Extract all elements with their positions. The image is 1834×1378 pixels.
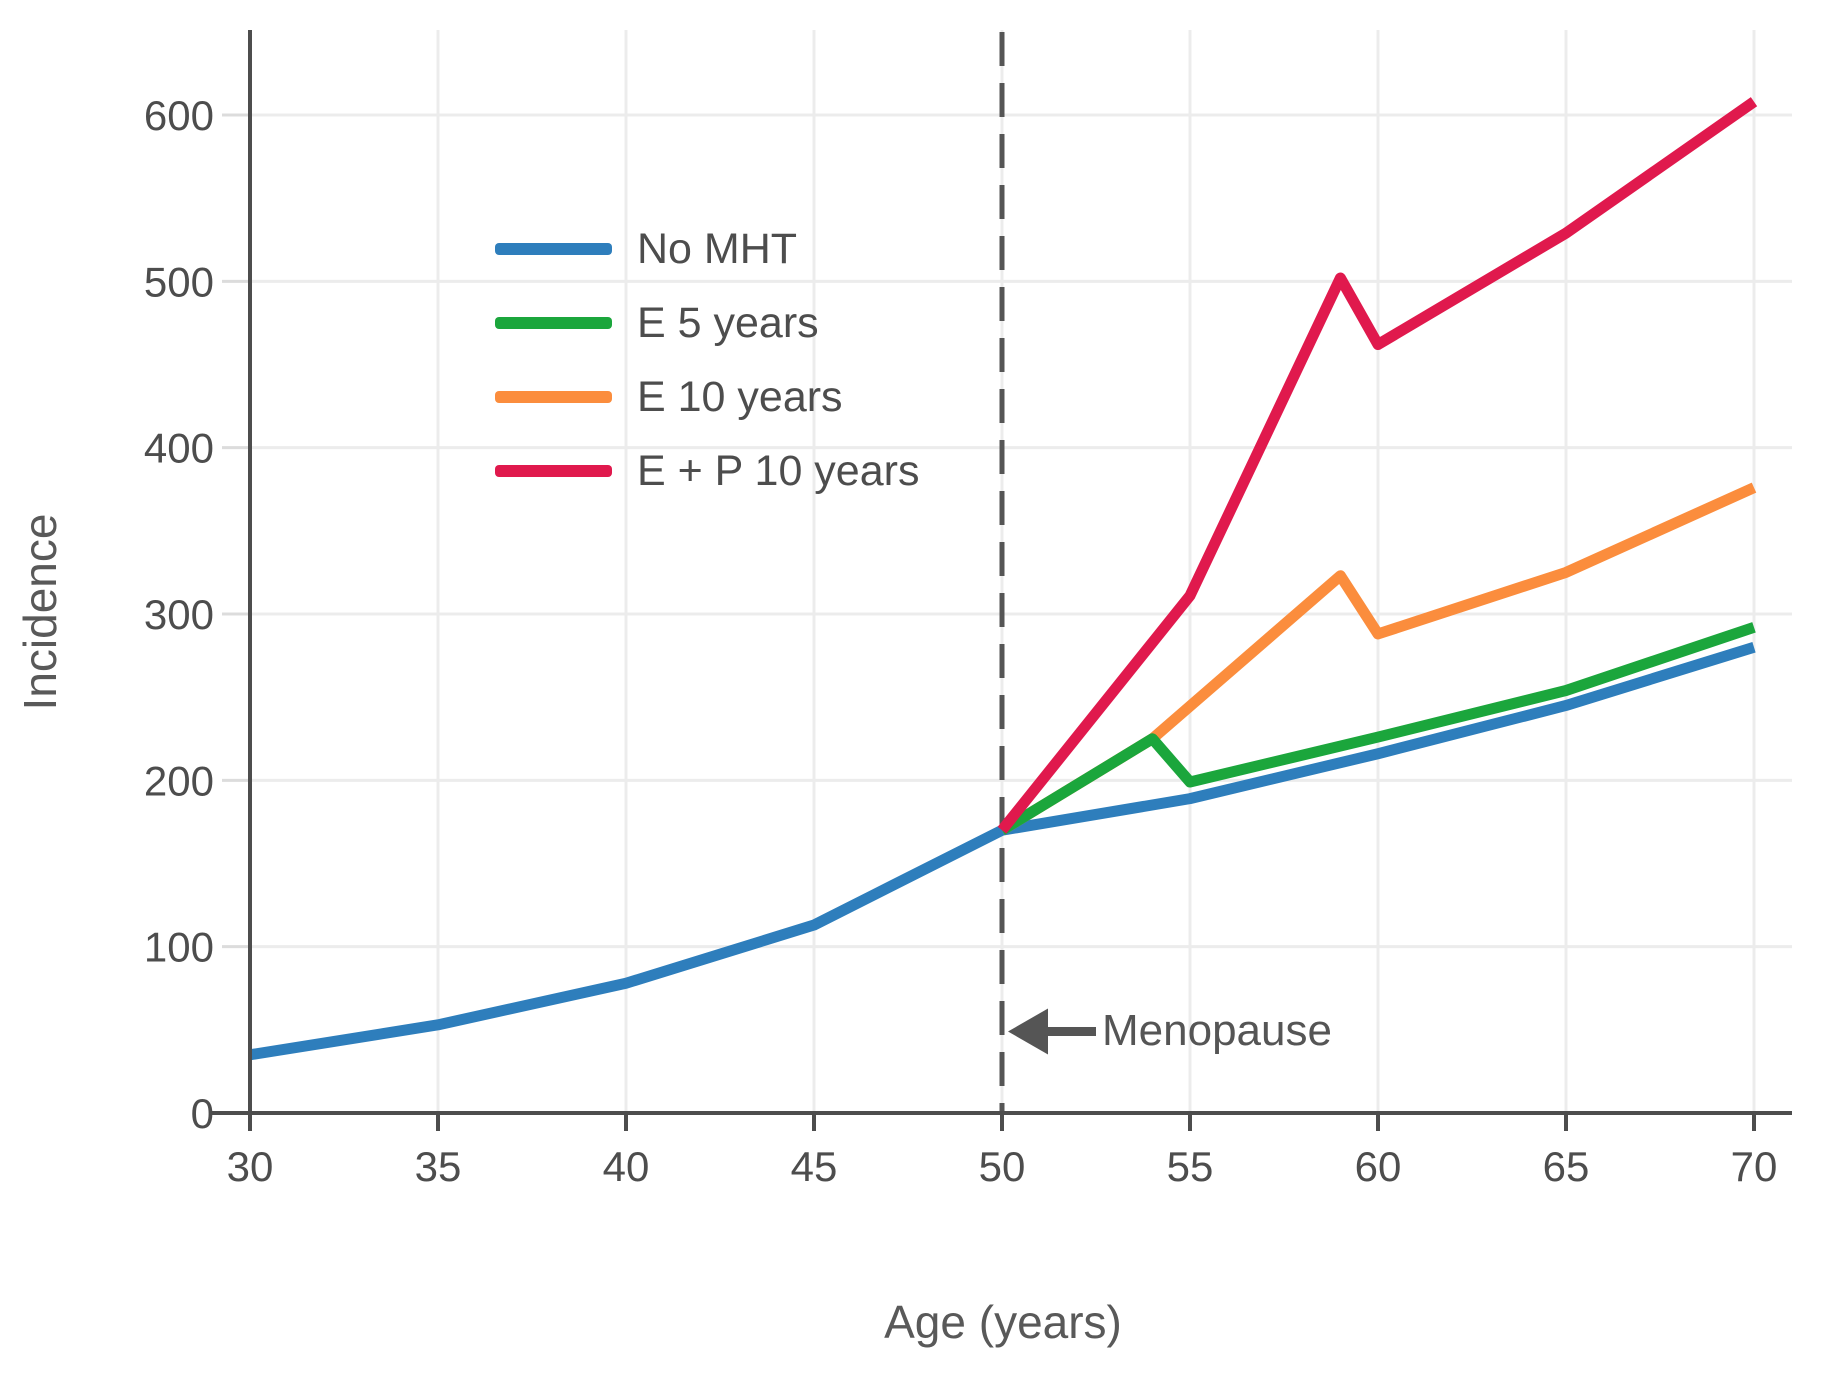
y-tick-label: 300 [144,591,214,638]
menopause-arrow-shaft [1044,1026,1096,1036]
y-axis-title: Incidence [14,513,66,711]
y-tick-label: 0 [191,1090,214,1137]
legend-item-e10: E 10 years [495,360,919,434]
x-tick-label: 60 [1355,1143,1402,1190]
x-tick-label: 45 [791,1143,838,1190]
x-tick-label: 50 [979,1143,1026,1190]
series-line-e-p-10-years [997,97,1758,834]
legend-item-e5: E 5 years [495,286,919,360]
x-tick-label: 55 [1167,1143,1214,1190]
y-tick-label: 600 [144,92,214,139]
legend-swatch-no-mht [495,243,612,255]
legend-label-e10: E 10 years [637,372,843,421]
x-tick-label: 40 [603,1143,650,1190]
y-tick-label: 100 [144,924,214,971]
x-tick-label: 35 [415,1143,462,1190]
menopause-arrow-head [1008,1008,1048,1055]
y-tick-label: 200 [144,757,214,804]
legend-swatch-e5 [495,317,612,329]
x-tick-label: 30 [227,1143,274,1190]
legend-swatch-ep10 [495,465,612,477]
y-tick-label: 500 [144,258,214,305]
legend: No MHT E 5 years E 10 years E + P 10 yea… [495,212,919,508]
x-tick-label: 70 [1731,1143,1778,1190]
legend-swatch-e10 [495,391,612,403]
y-tick-label: 400 [144,425,214,472]
series-line-e-5-years [999,622,1756,835]
menopause-annotation-text: Menopause [1102,1006,1332,1055]
x-tick-label: 65 [1543,1143,1590,1190]
legend-label-e5: E 5 years [637,298,819,347]
legend-label-ep10: E + P 10 years [637,446,920,495]
legend-item-ep10: E + P 10 years [495,434,919,508]
x-axis-title: Age (years) [884,1296,1122,1348]
legend-label-no-mht: No MHT [637,224,798,273]
legend-item-no-mht: No MHT [495,212,919,286]
